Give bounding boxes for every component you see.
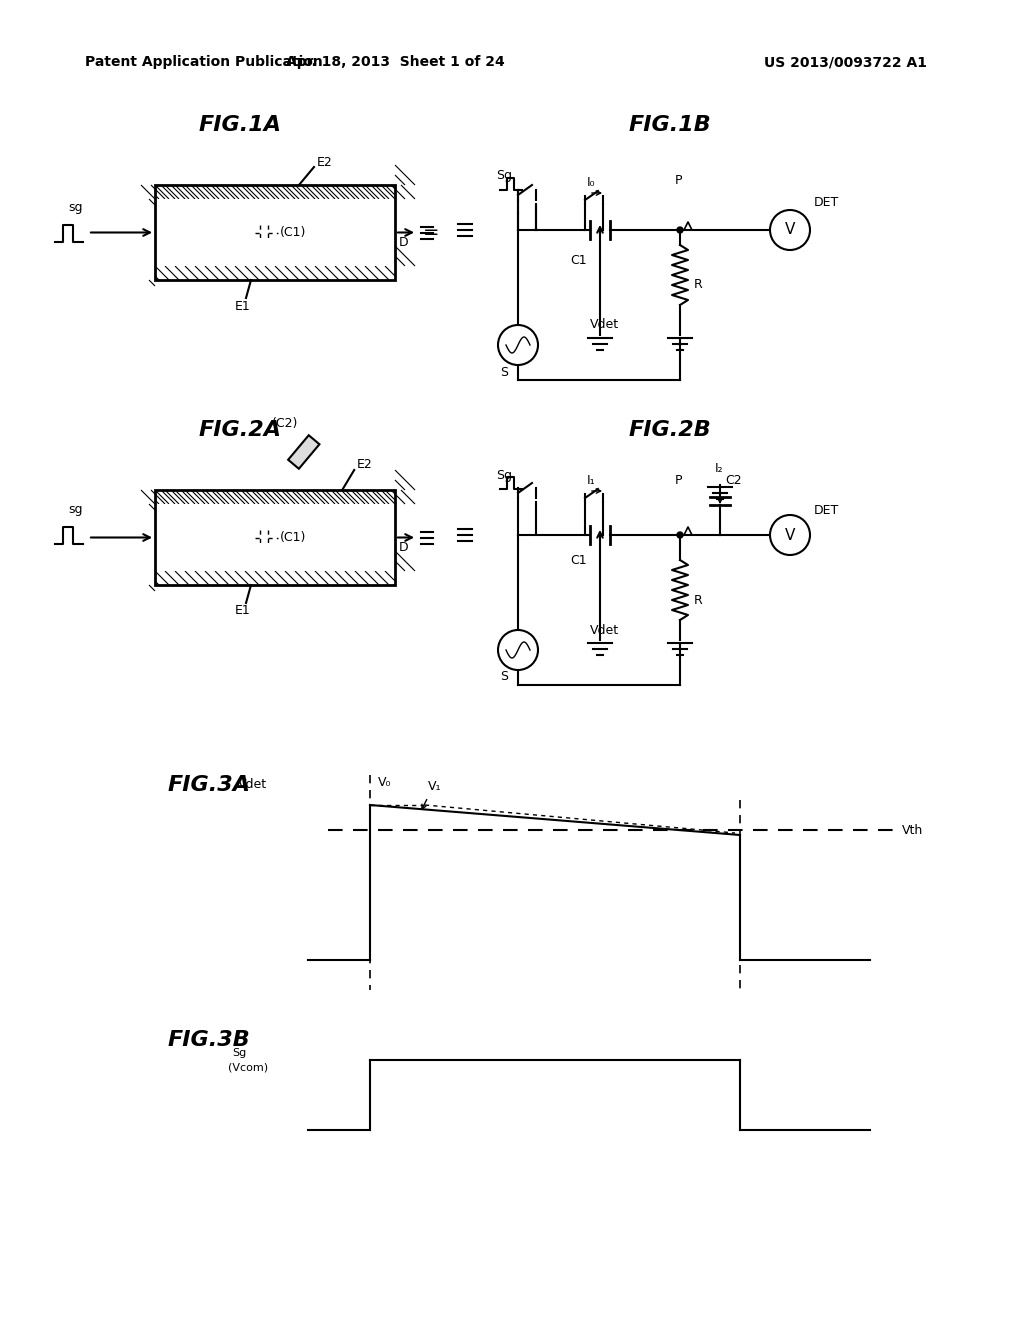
Text: I₁: I₁ [587, 474, 596, 487]
Text: Vdet: Vdet [590, 623, 620, 636]
Polygon shape [155, 199, 395, 267]
Text: DET: DET [814, 195, 840, 209]
Text: DET: DET [814, 503, 840, 516]
Polygon shape [155, 504, 395, 572]
Polygon shape [155, 185, 395, 199]
Text: FIG.3B: FIG.3B [168, 1030, 251, 1049]
Text: FIG.1A: FIG.1A [199, 115, 282, 135]
Text: Patent Application Publication: Patent Application Publication [85, 55, 323, 69]
Circle shape [498, 325, 538, 366]
Text: (C2): (C2) [271, 417, 298, 430]
Text: Apr. 18, 2013  Sheet 1 of 24: Apr. 18, 2013 Sheet 1 of 24 [286, 55, 505, 69]
Polygon shape [288, 436, 319, 469]
Text: =: = [423, 223, 439, 242]
Polygon shape [155, 185, 395, 280]
Text: C1: C1 [570, 553, 587, 566]
Text: sg: sg [68, 202, 83, 214]
Text: V₁: V₁ [428, 780, 441, 793]
Text: R: R [694, 594, 702, 606]
Text: E1: E1 [236, 300, 251, 313]
Text: Sg: Sg [232, 1048, 246, 1059]
Text: P: P [675, 474, 683, 487]
Circle shape [770, 515, 810, 554]
Circle shape [677, 532, 683, 539]
Text: Vdet: Vdet [238, 779, 267, 792]
Circle shape [498, 630, 538, 671]
Polygon shape [155, 490, 395, 504]
Text: (C1): (C1) [280, 226, 306, 239]
Text: Sg: Sg [496, 469, 512, 482]
Text: S: S [500, 366, 508, 379]
Text: C2: C2 [725, 474, 741, 487]
Text: E1: E1 [236, 605, 251, 618]
Text: Vdet: Vdet [590, 318, 620, 331]
Text: E2: E2 [317, 157, 333, 169]
Text: V₀: V₀ [378, 776, 391, 789]
Text: FIG.2A: FIG.2A [199, 420, 282, 440]
Text: sg: sg [68, 503, 83, 516]
Text: US 2013/0093722 A1: US 2013/0093722 A1 [764, 55, 927, 69]
Text: Sg: Sg [496, 169, 512, 181]
Circle shape [770, 210, 810, 249]
Text: I₀: I₀ [587, 176, 596, 189]
Circle shape [677, 227, 683, 234]
Text: P: P [675, 173, 683, 186]
Text: I₂: I₂ [715, 462, 724, 474]
Text: R: R [694, 279, 702, 292]
Text: (Vcom): (Vcom) [228, 1063, 268, 1072]
Polygon shape [155, 490, 395, 585]
Text: D: D [399, 236, 409, 249]
Text: E2: E2 [357, 458, 373, 471]
Text: V: V [784, 528, 796, 543]
Text: S: S [500, 671, 508, 684]
Text: D: D [399, 541, 409, 554]
Text: FIG.2B: FIG.2B [629, 420, 712, 440]
Text: (C1): (C1) [280, 531, 306, 544]
Text: Vth: Vth [902, 824, 924, 837]
Text: V: V [784, 223, 796, 238]
Text: C1: C1 [570, 253, 587, 267]
Text: FIG.1B: FIG.1B [629, 115, 712, 135]
Text: FIG.3A: FIG.3A [168, 775, 251, 795]
